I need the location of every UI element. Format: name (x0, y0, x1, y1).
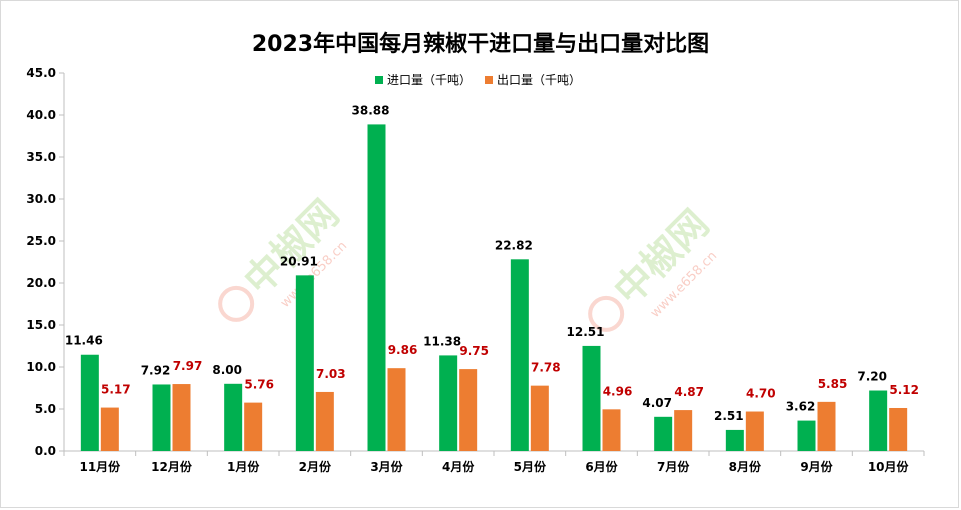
bar-import (367, 124, 386, 452)
bar-export (172, 384, 191, 451)
data-label-export: 7.78 (531, 361, 561, 375)
data-label-export: 4.87 (674, 385, 704, 399)
chart-title: 2023年中国每月辣椒干进口量与出口量对比图 (251, 32, 710, 57)
y-tick-label: 45.0 (26, 66, 56, 80)
bar-import (80, 354, 99, 451)
y-tick-label: 20.0 (26, 276, 56, 290)
x-tick-label: 4月份 (442, 459, 475, 474)
x-tick-label: 2月份 (299, 459, 332, 474)
data-label-import: 22.82 (495, 238, 533, 252)
data-label-import: 3.62 (786, 400, 816, 414)
bar-export (100, 407, 119, 451)
bar-export (315, 391, 334, 451)
x-tick-label: 12月份 (151, 459, 193, 474)
bar-export (674, 410, 693, 451)
bar-export (530, 385, 549, 451)
data-label-import: 8.00 (212, 363, 242, 377)
x-tick-label: 1月份 (227, 459, 260, 474)
data-label-import: 11.46 (65, 334, 103, 348)
legend-swatch-export (485, 76, 493, 84)
legend-swatch-import (375, 76, 383, 84)
y-tick-label: 35.0 (26, 150, 56, 164)
data-label-export: 7.03 (316, 367, 346, 381)
bar-export (889, 407, 908, 451)
bar-import (439, 355, 458, 451)
data-label-import: 7.20 (857, 370, 887, 384)
data-label-export: 4.70 (746, 387, 776, 401)
data-label-import: 38.88 (352, 103, 390, 117)
bar-import (152, 384, 171, 451)
data-label-export: 9.86 (388, 343, 418, 357)
y-tick-label: 25.0 (26, 234, 56, 248)
x-tick-label: 8月份 (729, 459, 762, 474)
data-label-import: 11.38 (423, 334, 461, 348)
x-tick-label: 11月份 (79, 459, 121, 474)
bar-export (459, 369, 478, 451)
y-tick-label: 15.0 (26, 318, 56, 332)
axes: 0.0 5.0 10.0 15.0 20.0 25.0 30.0 35.0 40.0 45.0 11… (26, 66, 925, 474)
bar-export (745, 411, 764, 451)
x-tick-label: 3月份 (370, 459, 403, 474)
legend-label-import: 进口量（千吨） (387, 73, 471, 87)
data-label-import: 4.07 (642, 396, 672, 410)
data-label-import: 2.51 (714, 409, 744, 423)
bar-import (582, 345, 601, 451)
bar-import (654, 416, 673, 451)
data-label-import: 7.92 (141, 363, 171, 377)
data-label-export: 5.85 (818, 377, 848, 391)
data-label-export: 5.17 (101, 383, 131, 397)
bar-export (817, 401, 836, 451)
watermark-e-logo-icon (218, 285, 255, 322)
x-tick-label: 10月份 (868, 459, 910, 474)
data-label-export: 4.96 (603, 384, 633, 398)
data-label-export: 5.12 (889, 383, 919, 397)
data-label-export: 9.75 (459, 344, 489, 358)
bar-import (725, 429, 744, 451)
y-tick-label: 0.0 (35, 444, 56, 458)
bar-import (797, 420, 816, 451)
data-labels: 11.46 7.92 8.00 20.91 38.88 11.38 22.82 12.51 4.… (65, 103, 919, 423)
legend: 进口量（千吨） 出口量（千吨） (375, 73, 581, 87)
data-label-export: 7.97 (173, 359, 203, 373)
y-tick-label: 10.0 (26, 360, 56, 374)
bar-import (224, 383, 243, 451)
data-label-export: 5.76 (244, 378, 274, 392)
bar-import (510, 259, 529, 451)
bar-export (244, 402, 263, 451)
y-tick-label: 30.0 (26, 192, 56, 206)
data-label-import: 20.91 (280, 254, 318, 268)
bar-export (602, 409, 621, 451)
bar-import (869, 390, 888, 451)
bar-import (295, 275, 314, 451)
y-tick-label: 5.0 (35, 402, 56, 416)
watermark-e-logo-icon (588, 295, 625, 332)
y-tick-label: 40.0 (26, 108, 56, 122)
bar-export (387, 368, 406, 451)
bars (80, 124, 908, 452)
x-tick-label: 9月份 (800, 459, 833, 474)
x-tick-label: 6月份 (585, 459, 618, 474)
data-label-import: 12.51 (567, 325, 605, 339)
x-tick-label: 5月份 (514, 459, 547, 474)
legend-label-export: 出口量（千吨） (497, 73, 581, 87)
x-tick-label: 7月份 (657, 459, 690, 474)
